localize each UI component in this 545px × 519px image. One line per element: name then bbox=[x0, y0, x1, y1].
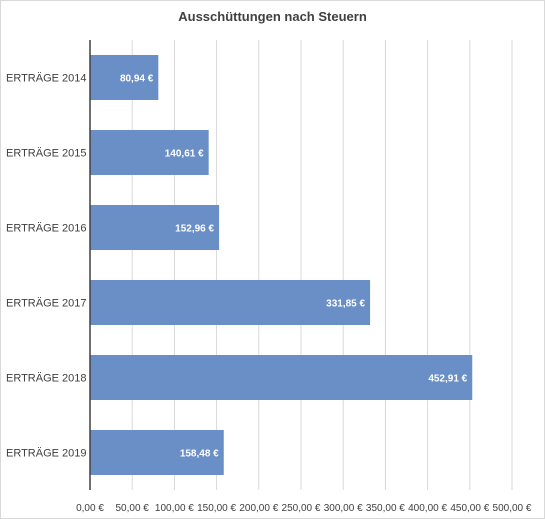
chart-title: Ausschüttungen nach Steuern bbox=[178, 9, 367, 24]
x-tick-label: 500,00 € bbox=[493, 503, 532, 514]
category-label: ERTRÄGE 2019 bbox=[6, 448, 87, 460]
x-tick-label: 250,00 € bbox=[282, 503, 321, 514]
category-label: ERTRÄGE 2017 bbox=[6, 298, 87, 310]
category-label: ERTRÄGE 2018 bbox=[6, 373, 87, 385]
x-tick-label: 0,00 € bbox=[76, 503, 104, 514]
bar bbox=[90, 130, 209, 175]
data-label: 452,91 € bbox=[428, 374, 467, 385]
bars bbox=[90, 55, 473, 475]
x-tick-label: 50,00 € bbox=[116, 503, 150, 514]
gridlines bbox=[131, 40, 513, 490]
category-labels: ERTRÄGE 2014 ERTRÄGE 2015 ERTRÄGE 2016 ERTR… bbox=[6, 73, 87, 460]
data-label: 80,94 € bbox=[120, 74, 154, 85]
bar bbox=[90, 55, 159, 100]
category-label: ERTRÄGE 2016 bbox=[6, 223, 87, 235]
x-tick-label: 200,00 € bbox=[239, 503, 278, 514]
x-tick-label: 350,00 € bbox=[366, 503, 405, 514]
bar bbox=[90, 355, 473, 400]
x-tick-label: 100,00 € bbox=[155, 503, 194, 514]
category-label: ERTRÄGE 2014 bbox=[6, 73, 87, 85]
x-tick-label: 150,00 € bbox=[197, 503, 236, 514]
bar bbox=[90, 205, 220, 250]
bar bbox=[90, 280, 371, 325]
x-tick-label: 400,00 € bbox=[408, 503, 447, 514]
data-label: 140,61 € bbox=[165, 149, 204, 160]
x-tick-label: 450,00 € bbox=[450, 503, 489, 514]
data-label: 331,85 € bbox=[326, 299, 365, 310]
x-tick-labels: 0,00 € 50,00 € 100,00 €150,00 €200,00 € 250… bbox=[76, 503, 532, 514]
bar bbox=[90, 430, 224, 475]
data-label: 158,48 € bbox=[180, 449, 219, 460]
data-labels: 80,94 € 140,61 € 152,96 € 331,85 € 452,91 € 1… bbox=[120, 74, 468, 460]
data-label: 152,96 € bbox=[175, 224, 214, 235]
x-tick-label: 300,00 € bbox=[324, 503, 363, 514]
category-label: ERTRÄGE 2015 bbox=[6, 148, 87, 160]
